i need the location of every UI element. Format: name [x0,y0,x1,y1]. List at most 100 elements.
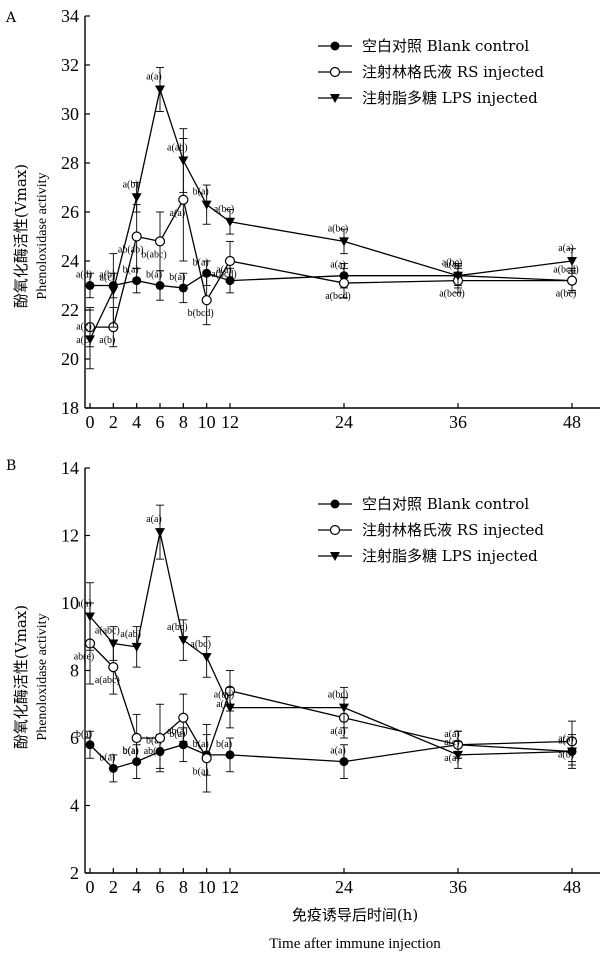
panel-b-series-2-significance-label: a(a) [330,726,346,737]
panel-a-series-3-significance-label: a(bc) [214,204,235,215]
panel-a-xtick-label: 6 [156,412,165,432]
panel-a-series-3-line [89,87,573,340]
panel-a-series-2-significance-label: ab(ab) [118,245,144,256]
panel-b-series-1-point [178,740,188,750]
panel-a-xtick-label: 0 [86,412,95,432]
panel-a-series-3-significance-label: a(ab) [167,143,188,154]
panel-b-ytick-label: 10 [61,593,79,613]
panel-b-legend-marker-1 [330,499,340,509]
panel-a-ytick-label: 32 [61,55,79,75]
panel-b-ytick-label: 2 [70,863,79,883]
panel-a-xtick-label: 4 [132,412,141,432]
panel-a-series-3-point [85,335,95,345]
panel-b-series-3-significance-label: a(ab) [120,629,141,640]
panel-b-series-1-significance-label: b(a) [123,746,139,757]
panel-a-series-1-point [132,276,142,286]
panel-a-xtick-label: 10 [198,412,216,432]
panel-a-series-2-significance-label: a(bcd) [439,289,465,300]
panel-b-series-2-significance-label: a(a) [216,699,232,710]
panel-b-xtick-label: 0 [86,877,95,897]
panel-a-ytick-label: 30 [61,104,79,124]
panel-b-series-1-significance-label: b(a) [146,736,162,747]
panel-a-series-1-significance-label: b(a) [169,272,185,283]
panel-b-series-2-significance-label: a(abc) [95,675,120,686]
panel-a-legend-marker-2 [329,66,341,78]
panel-b-series-2-significance-label: b(a) [193,766,209,777]
panel-a-series-3-significance-label: a(a) [558,243,574,254]
panel-a-xtick-label: 12 [221,412,239,432]
panel-b-series-1-significance-label: b(a) [193,739,209,750]
panel-b-series-2-significance-label: a(a) [444,753,460,764]
panel-b-series-1-line [89,744,573,770]
panel-a-series-2-significance-label: a(bcd) [211,269,237,280]
panel-a-series-3-point [178,156,189,166]
panel-a-legend-label-1: 空白对照 Blank control [362,37,529,55]
panel-a-series-2-point [154,236,166,247]
panel-a-series-3-significance-label: a(bc) [328,223,349,234]
x-axis-label-cn: 免疫诱导后时间(h) [292,906,418,924]
panel-b-xtick-label: 12 [221,877,239,897]
panel-a-xtick-label: 36 [449,412,467,432]
panel-a-xtick-label: 48 [563,412,581,432]
panel-a-legend-marker-1 [330,41,340,51]
panel-a-series-2-point [178,194,189,205]
panel-b-series-1-significance-label: a(a) [330,746,346,757]
panel-b-series-3-significance-label: a(bc) [214,690,235,701]
panel-b-ylabel-en: Phenoloxidase activity [35,613,50,740]
panel-a-series-3-significance-label: a(bc) [442,258,463,269]
panel-a-series-1-significance-label: a(a) [330,260,346,271]
panel-b-series-3-point [131,642,142,652]
panel-a-series-2-significance-label: a(c) [76,335,92,346]
panel-a-series-2-point [224,255,236,267]
panel-a-ytick-label: 28 [61,153,79,173]
panel-b-series-2-significance-label: ab(a) [167,726,188,737]
panel-a-ytick-label: 22 [61,300,79,320]
panel-b-series-1-significance-label: b(a) [169,729,185,740]
panel-b-xtick-label: 6 [156,877,165,897]
panel-b-series-1-significance-label: b(a) [99,752,115,763]
panel-a-ytick-label: 24 [61,251,79,271]
panel-b-label: B [6,458,16,474]
panel-a-xtick-label: 24 [335,412,353,432]
panel-b-series-1-point [85,740,95,750]
panel-b-series-2-point [154,732,166,744]
panel-b-xtick-label: 10 [198,877,216,897]
panel-a-series-2-significance-label: a(bc) [556,289,577,300]
panel-b-series-1-point [225,750,235,760]
panel-b-series-3-significance-label: a(bc) [190,639,211,650]
panel-b-series-2-significance-label: b(a) [123,746,139,757]
panel-a-ytick-label: 20 [61,349,79,369]
panel-b-series-1-significance-label: b(a) [76,729,92,740]
panel-b-xtick-label: 48 [563,877,581,897]
panel-a-ylabel-cn: 酚氧化酶活性(Vmax) [12,164,30,308]
panel-b-series-1-significance-label: b(a) [216,739,232,750]
panel-b-series-3-significance-label: a(bc) [328,690,349,701]
panel-a-series-3-significance-label: b(a) [193,187,209,198]
panel-a-series-1-significance-label: b(a) [146,270,162,281]
panel-a-series-2-significance-label: b(abc) [141,249,167,260]
panel-a-ylabel-en: Phenoloxidase activity [35,172,50,299]
panel-a-series-2-significance-label: b(bcd) [188,308,214,319]
panel-b-legend-label-3: 注射脂多糖 LPS injected [362,547,538,565]
panel-a-series-2-significance-label: a(b) [99,335,115,346]
panel-a-series-1-point [85,281,95,290]
panel-a-series-1-point [178,283,188,293]
panel-b-series-3-point [453,750,463,760]
panel-b-series-3-significance-label: a(a) [76,599,92,610]
x-axis-label-en: Time after immune injection [269,936,441,952]
panel-b-series-3-point [155,528,165,538]
panel-b-series-2-point [178,712,189,723]
panel-a-series-2-point [566,275,578,286]
panel-b-ytick-label: 4 [70,796,79,816]
panel-b-legend-label-2: 注射林格氏液 RS injected [362,521,544,539]
panel-a-series-2-significance-label: a(a) [170,208,186,219]
panel-b-xtick-label: 2 [109,877,118,897]
panel-a-legend-label-2: 注射林格氏液 RS injected [362,63,544,81]
panel-b-ytick-label: 12 [61,526,79,546]
panel-a-series-3-point [201,200,212,210]
panel-a-series-3-point [453,271,463,281]
panel-b-series-3-point [85,612,95,622]
panel-b-series-3-significance-label: a(abc) [95,626,120,637]
